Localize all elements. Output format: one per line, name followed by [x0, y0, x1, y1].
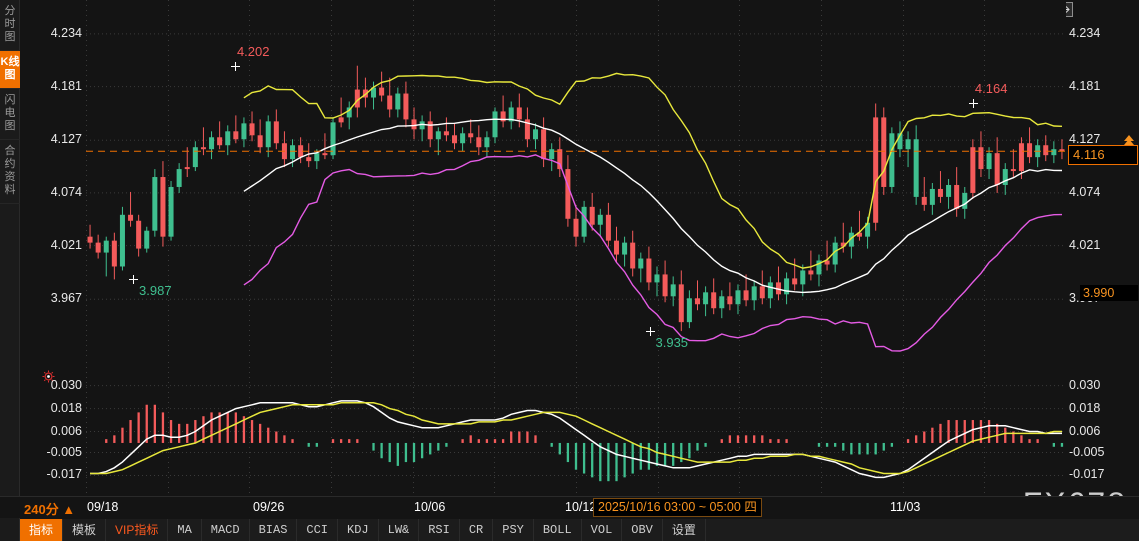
high-price-marker: 4.164	[974, 81, 1008, 97]
crosshair-tooltip: 2025/10/16 03:00 ~ 05:00 四	[593, 498, 762, 517]
macd-tick-right: -0.005	[1069, 444, 1105, 459]
price-tick-left: 4.181	[50, 78, 82, 93]
macd-tick-left: 0.030	[50, 377, 82, 392]
indicator-toolbar: 指标 模板 VIP指标 MA MACD BIAS CCI KDJ LW& RSI CR PSY BOLL…	[0, 519, 1139, 541]
toolbar-item-ma[interactable]: MA	[168, 519, 202, 541]
time-label: 09/18	[87, 500, 119, 514]
time-label: 11/03	[890, 500, 921, 514]
toolbar-item-bias[interactable]: BIAS	[250, 519, 298, 541]
current-price-value: 4.116	[1073, 147, 1105, 162]
boll-lower-line	[243, 154, 1063, 352]
macd-tick-right: 0.030	[1069, 377, 1101, 392]
boll-upper-line	[243, 72, 1063, 269]
sidebar-item-label: 合约资料	[4, 145, 16, 196]
toolbar-item--[interactable]: 指标	[20, 519, 64, 541]
price-tick-left: 4.021	[50, 237, 82, 252]
time-label: 10/06	[414, 500, 446, 514]
sidebar-item-contract-info[interactable]: 合约资料	[0, 140, 20, 204]
toolbar-item-cci[interactable]: CCI	[297, 519, 339, 541]
price-tick-right: 4.181	[1069, 78, 1101, 93]
sidebar-item-label: 闪电图	[4, 94, 16, 132]
price-tick-left: 3.967	[50, 291, 82, 306]
time-label: 09/26	[253, 500, 285, 514]
price-tick-right: 4.074	[1069, 184, 1101, 199]
low-price-marker: 3.935	[655, 335, 689, 351]
toolbar-left-pad	[0, 519, 20, 541]
macd-dea-line	[90, 402, 1062, 475]
high-price-marker: 4.202	[236, 43, 270, 59]
price-tick-left: 4.234	[50, 25, 82, 40]
price-tick-right: 4.021	[1069, 237, 1101, 252]
sidebar-item-lightning[interactable]: 闪电图	[0, 89, 20, 140]
macd-settings-icon[interactable]	[42, 370, 55, 383]
macd-tick-left: -0.005	[46, 444, 82, 459]
toolbar-item-psy[interactable]: PSY	[493, 519, 534, 541]
price-tick-right: 4.234	[1069, 25, 1101, 40]
toolbar-item-lw-[interactable]: LW&	[379, 519, 420, 541]
toolbar-item-macd[interactable]: MACD	[202, 519, 250, 541]
toolbar-item-obv[interactable]: OBV	[622, 519, 663, 541]
toolbar-items: 指标 模板 VIP指标 MA MACD BIAS CCI KDJ LW& RSI CR PSY BOLL…	[20, 519, 706, 541]
toolbar-item-vip-[interactable]: VIP指标	[106, 519, 169, 541]
chart-area: 美债10年收益率 【240分】 BOLL(20,2) MID:4.109 UPP…	[20, 0, 1139, 541]
toolbar-item-rsi[interactable]: RSI	[419, 519, 460, 541]
macd-panel: MACD(26,12,9) DIFF:0.005 DEA:0.006 MACD:…	[20, 362, 1139, 495]
price-panel: 美债10年收益率 【240分】 BOLL(20,2) MID:4.109 UPP…	[20, 0, 1139, 360]
toolbar-item--[interactable]: 模板	[63, 519, 107, 541]
sidebar-item-label: K线图	[0, 56, 20, 81]
price-tick-left: 4.074	[50, 184, 82, 199]
toolbar-item-vol[interactable]: VOL	[582, 519, 623, 541]
marker-cross-icon	[968, 99, 978, 109]
toolbar-item-cr[interactable]: CR	[460, 519, 494, 541]
macd-tick-right: 0.006	[1069, 423, 1101, 438]
price-plot[interactable]: 4.202 3.987 3.935 4.164	[86, 0, 1066, 360]
marker-cross-icon	[230, 61, 240, 71]
sidebar-item-candlestick[interactable]: K线图	[0, 51, 20, 89]
toolbar-item-boll[interactable]: BOLL	[534, 519, 582, 541]
left-sidebar: 分时图 K线图 闪电图 合约资料	[0, 0, 20, 541]
toolbar-item--[interactable]: 设置	[663, 519, 706, 541]
price-tick-right: 4.127	[1069, 132, 1101, 147]
sidebar-item-label: 分时图	[4, 5, 16, 43]
secondary-price-tag: 3.990	[1080, 285, 1138, 301]
price-candles	[86, 0, 1066, 360]
macd-tick-left: 0.018	[50, 400, 82, 415]
boll-mid-line	[243, 118, 1063, 294]
marker-cross-icon	[129, 275, 139, 285]
macd-tick-right: 0.018	[1069, 400, 1101, 415]
period-toggle[interactable]: 240分 ▲	[24, 502, 76, 517]
sidebar-item-time-chart[interactable]: 分时图	[0, 0, 20, 51]
macd-series	[86, 362, 1066, 495]
low-price-marker: 3.987	[139, 283, 172, 299]
price-tick-left: 4.127	[50, 132, 82, 147]
current-price-tag: 4.116	[1068, 145, 1138, 165]
time-label: 10/12	[565, 500, 597, 514]
secondary-price-value: 3.990	[1083, 286, 1115, 300]
price-arrow-icon	[1122, 133, 1136, 152]
macd-plot[interactable]	[86, 362, 1066, 495]
macd-tick-left: 0.006	[50, 423, 82, 438]
macd-tick-left: -0.017	[46, 467, 82, 482]
toolbar-item-kdj[interactable]: KDJ	[338, 519, 379, 541]
marker-cross-icon	[645, 327, 655, 337]
macd-tick-right: -0.017	[1069, 467, 1105, 482]
